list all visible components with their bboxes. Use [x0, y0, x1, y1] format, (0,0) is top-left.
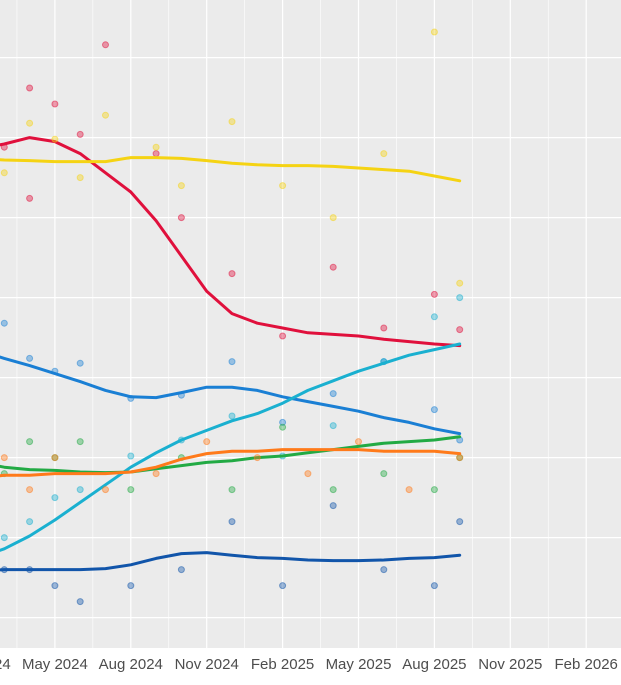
poll-point [329, 502, 337, 510]
poll-point [127, 582, 135, 590]
trend-line [0, 136, 462, 348]
poll-point [329, 263, 337, 271]
poll-point [51, 582, 59, 590]
poll-point [430, 486, 438, 494]
x-tick-label: Feb 2026 [555, 656, 618, 673]
poll-point [228, 486, 236, 494]
poll-point [102, 41, 109, 49]
poll-point [279, 418, 287, 426]
x-tick-label: Nov 2024 [175, 656, 239, 673]
x-tick-label: Aug 2025 [402, 656, 466, 673]
poll-point [329, 214, 337, 222]
x-tick-label: Feb 2025 [251, 656, 314, 673]
poll-point [279, 182, 287, 190]
poll-point [405, 486, 413, 494]
poll-point [76, 174, 84, 182]
poll-point [279, 423, 287, 431]
poll-point [329, 486, 337, 494]
poll-point [380, 324, 388, 332]
poll-point [76, 486, 84, 494]
poll-point [26, 119, 34, 127]
poll-point [127, 486, 135, 494]
poll-point [51, 135, 59, 143]
poll-point [380, 150, 388, 158]
poll-point [253, 454, 261, 462]
poll-point [26, 194, 34, 202]
poll-point [430, 406, 438, 414]
poll-point [456, 326, 464, 334]
x-tick-label: Nov 2025 [478, 656, 542, 673]
poll-point [329, 390, 337, 398]
trend-line [0, 156, 462, 183]
poll-point [76, 438, 84, 446]
poll-point [177, 214, 185, 222]
poll-point [51, 100, 59, 108]
poll-point [0, 454, 8, 462]
poll-point [456, 279, 464, 287]
x-tick-label: Aug 2024 [99, 656, 163, 673]
trend-line [0, 355, 462, 436]
poll-point [26, 486, 34, 494]
poll-point [228, 358, 236, 366]
poll-point [51, 454, 59, 462]
poll-point [228, 270, 236, 278]
poll-point [430, 28, 438, 36]
trend-line [0, 435, 462, 475]
poll-point [76, 359, 84, 367]
poll-point [430, 313, 438, 321]
poll-point [51, 494, 59, 502]
poll-point [228, 118, 236, 126]
poll-point [228, 412, 236, 420]
poll-point [26, 518, 34, 526]
poll-point [456, 454, 464, 462]
poll-point [76, 598, 84, 606]
poll-point [456, 294, 464, 302]
poll-point [102, 486, 109, 494]
poll-point [304, 470, 312, 478]
poll-point [26, 84, 34, 92]
poll-point [430, 290, 438, 298]
poll-point [203, 438, 211, 446]
poll-point [152, 470, 160, 478]
trend-line [0, 551, 462, 572]
poll-point [177, 566, 185, 574]
poll-point [355, 438, 362, 446]
poll-point [102, 111, 109, 119]
poll-point [279, 332, 287, 340]
poll-point [26, 354, 34, 362]
poll-point [0, 319, 8, 327]
poll-point [127, 452, 135, 460]
poll-point [177, 182, 185, 190]
poll-point [456, 518, 464, 526]
poll-point [152, 150, 160, 158]
poll-point [228, 518, 236, 526]
poll-point [0, 534, 8, 542]
poll-point [152, 143, 160, 151]
trend-line [0, 342, 462, 552]
poll-point [380, 566, 388, 574]
poll-point [76, 130, 84, 138]
x-tick-label: Feb 2024 [0, 656, 11, 673]
poll-point [279, 582, 287, 590]
plot-background [0, 0, 621, 648]
poll-point [430, 582, 438, 590]
trend-line [0, 448, 462, 478]
poll-point [26, 438, 34, 446]
poll-point [0, 169, 8, 177]
x-tick-label: May 2024 [22, 656, 88, 673]
x-tick-label: May 2025 [326, 656, 392, 673]
poll-point [380, 470, 388, 478]
poll-point [329, 422, 337, 430]
